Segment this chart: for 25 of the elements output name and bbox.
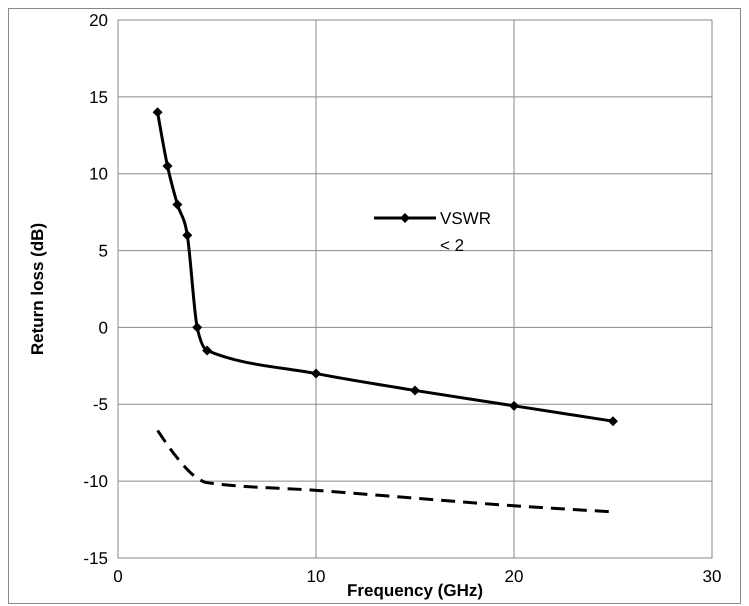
x-tick-label: 10	[306, 567, 326, 586]
point	[311, 368, 321, 379]
y-tick-label: 20	[89, 10, 108, 30]
y-tick-label: 10	[89, 164, 108, 184]
y-tick-label: -10	[83, 472, 108, 492]
y-tick-label: 5	[98, 242, 108, 261]
point	[182, 230, 192, 240]
point	[172, 199, 182, 210]
y-tick-label: -5	[92, 395, 108, 414]
point	[152, 107, 163, 118]
x-tick-label: 20	[504, 567, 524, 586]
legend-label: VSWR < 2	[440, 208, 491, 256]
y-axis-title: Return loss (dB)	[28, 222, 47, 356]
point	[192, 322, 202, 332]
x-axis-title: Frequency (GHz)	[346, 581, 484, 600]
point	[509, 400, 519, 411]
x-tick-label: 0	[113, 567, 123, 586]
point	[162, 161, 172, 172]
y-tick-label: 0	[98, 318, 108, 338]
y-tick-label: -15	[83, 548, 108, 568]
x-tick-label: 30	[702, 567, 722, 586]
point	[202, 345, 212, 356]
y-tick-label: 15	[89, 88, 108, 107]
point	[410, 385, 420, 396]
point	[608, 416, 618, 426]
